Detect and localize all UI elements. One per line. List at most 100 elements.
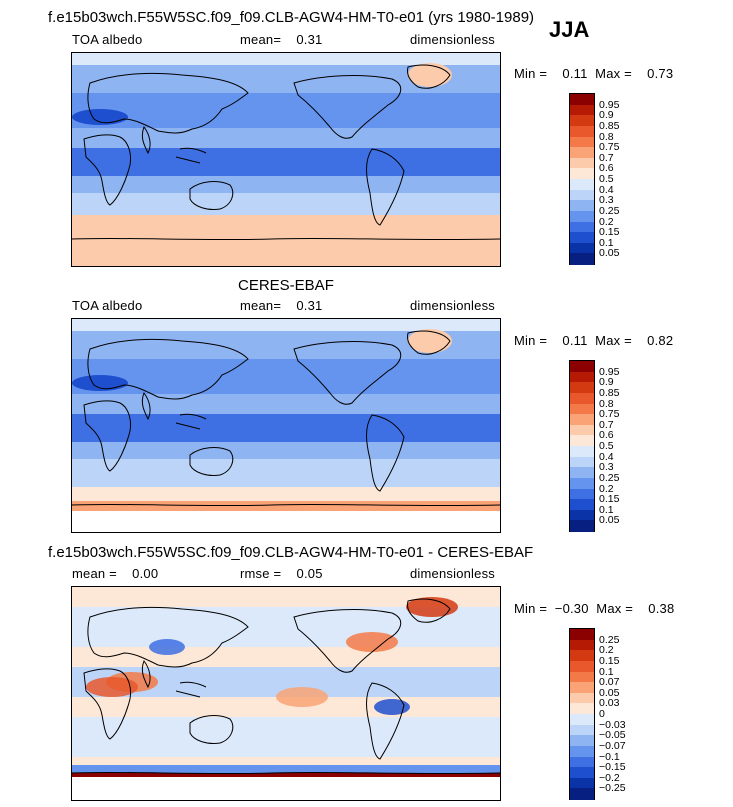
- colorbar-tick-label: 0.95: [599, 365, 620, 378]
- colorbar-tick-label: −0.1: [599, 750, 620, 763]
- colorbar-swatch: [570, 735, 594, 747]
- anomaly-blob: [406, 597, 458, 617]
- panel-2-title: CERES-EBAF: [238, 277, 334, 294]
- coastline: [87, 606, 249, 668]
- high-albedo-region: [408, 63, 452, 87]
- colorbar-swatch: [570, 671, 594, 683]
- anomaly-blob: [374, 699, 410, 715]
- panel-2-map: [71, 318, 501, 533]
- field-band: [72, 215, 500, 266]
- colorbar-swatch: [570, 456, 594, 468]
- colorbar-swatch: [570, 253, 594, 265]
- colorbar-tick-label: 0.7: [599, 151, 614, 164]
- coastline: [83, 134, 131, 206]
- field-band: [72, 319, 500, 331]
- panel-2-mean: mean= 0.31: [240, 298, 323, 313]
- colorbar-swatch: [570, 756, 594, 768]
- colorbar-tick-label: 0.9: [599, 109, 614, 122]
- colorbar-tick-label: 0.1: [599, 236, 614, 249]
- anomaly-blob: [86, 677, 138, 697]
- field-band: [72, 459, 500, 487]
- coastline: [175, 147, 207, 164]
- panel-3-minmax: Min = −0.30 Max = 0.38: [514, 601, 675, 616]
- colorbar-swatch: [570, 477, 594, 489]
- coastline: [366, 414, 405, 492]
- colorbar-tick-label: 0.75: [599, 141, 620, 154]
- colorbar-tick-label: −0.2: [599, 771, 620, 784]
- colorbar-swatch: [570, 435, 594, 447]
- colorbar-swatch: [570, 125, 594, 137]
- colorbar-swatch: [570, 724, 594, 736]
- colorbar-swatch: [570, 499, 594, 511]
- colorbar-tick-label: 0.05: [599, 247, 620, 260]
- colorbar-tick-label: 0: [599, 708, 605, 720]
- colorbar-swatch: [570, 221, 594, 233]
- field-band: [72, 414, 500, 442]
- colorbar-tick-label: 0.05: [599, 514, 620, 527]
- colorbar-tick-label: 0.2: [599, 482, 614, 495]
- colorbar-tick-label: 0.8: [599, 130, 614, 143]
- field-band: [72, 148, 500, 176]
- coastline: [189, 715, 234, 744]
- colorbar-tick-label: 0.7: [599, 418, 614, 431]
- colorbar-swatch: [570, 714, 594, 726]
- coastline: [72, 503, 500, 507]
- colorbar-tick-label: −0.03: [599, 718, 626, 731]
- field-band: [72, 53, 500, 65]
- colorbar-tick-label: −0.07: [599, 739, 626, 752]
- colorbar-tick-label: 0.15: [599, 226, 620, 239]
- colorbar-tick-label: 0.05: [599, 686, 620, 699]
- colorbar-tick-label: 0.07: [599, 676, 620, 689]
- colorbar-tick-label: −0.15: [599, 761, 626, 774]
- field-band: [72, 773, 500, 777]
- coastline: [175, 413, 207, 430]
- colorbar-swatch: [570, 639, 594, 651]
- coastline: [83, 668, 131, 740]
- colorbar-tick-label: 0.85: [599, 119, 620, 132]
- colorbar-tick-label: 0.2: [599, 215, 614, 228]
- colorbar-swatch: [570, 446, 594, 458]
- field-band: [72, 359, 500, 394]
- coastline: [293, 609, 402, 673]
- colorbar-tick-label: 0.75: [599, 408, 620, 421]
- field-band: [72, 501, 500, 511]
- colorbar-tick-label: 0.1: [599, 503, 614, 516]
- colorbar-tick-label: 0.25: [599, 204, 620, 217]
- colorbar-swatch: [570, 777, 594, 789]
- high-albedo-region: [408, 329, 452, 353]
- colorbar-swatch: [570, 414, 594, 426]
- coastline: [293, 341, 402, 405]
- low-albedo-region: [72, 375, 128, 391]
- coastline: [366, 148, 405, 226]
- colorbar-swatch: [570, 200, 594, 212]
- panel-3-title: f.e15b03wch.F55W5SC.f09_f09.CLB-AGW4-HM-…: [48, 544, 534, 561]
- colorbar-tick-label: −0.25: [599, 782, 626, 795]
- colorbar-tick-label: 0.9: [599, 376, 614, 389]
- anomaly-blob: [346, 632, 398, 652]
- coastline: [141, 391, 151, 421]
- colorbar-tick-label: 0.15: [599, 654, 620, 667]
- field-band: [72, 487, 500, 501]
- panel-2-minmax: Min = 0.11 Max = 0.82: [514, 333, 674, 348]
- colorbar-swatch: [570, 189, 594, 201]
- panel-3-rmse: rmse = 0.05: [240, 566, 323, 581]
- colorbar-swatch: [570, 509, 594, 521]
- anomaly-blob: [149, 639, 185, 655]
- colorbar-tick-label: 0.6: [599, 162, 614, 175]
- colorbar-swatch: [570, 115, 594, 127]
- colorbar-swatch: [570, 242, 594, 254]
- colorbar-swatch: [570, 136, 594, 148]
- panel-2-colorbar: 0.95 0.9 0.85 0.8 0.75 0.7 0.6 0.5 0.4 0.3 0.25 0.2…: [569, 360, 619, 532]
- colorbar-swatch: [570, 424, 594, 436]
- anomaly-blob: [276, 687, 328, 707]
- colorbar-tick-label: 0.5: [599, 173, 614, 185]
- panel-1-colorbar: 0.95 0.9 0.85 0.8 0.75 0.7 0.6 0.5 0.4 0.3 0.25 0.2…: [569, 93, 619, 265]
- colorbar-swatch: [570, 361, 594, 373]
- panel-3-map: [71, 586, 501, 801]
- coastline: [141, 659, 151, 689]
- field-band: [72, 93, 500, 128]
- colorbar-tick-label: 0.15: [599, 493, 620, 506]
- coastline: [293, 75, 402, 139]
- colorbar-swatch: [570, 488, 594, 500]
- colorbar-tick-label: −0.05: [599, 729, 626, 742]
